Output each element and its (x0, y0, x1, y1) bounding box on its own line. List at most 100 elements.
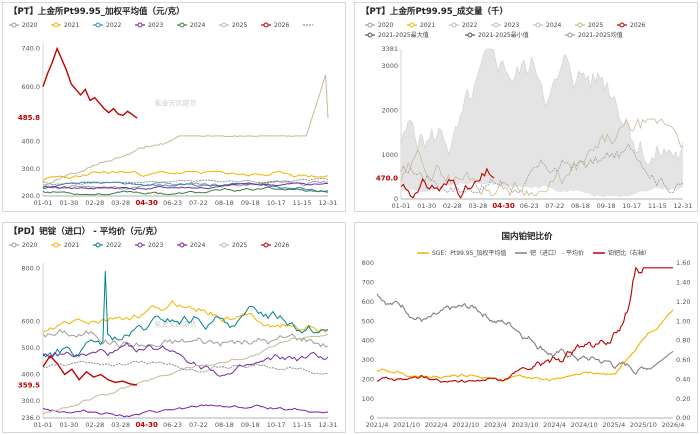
y-tick-label-left: 500 (362, 317, 374, 325)
y-tick-label-right: 1.60 (676, 259, 690, 267)
x-tick-label: 07-22 (189, 421, 208, 429)
y-tick-label-left: 600 (362, 298, 374, 306)
legend-label: 2023 (504, 22, 519, 29)
series-2026 (400, 167, 495, 199)
x-tick-label: 03-28 (468, 202, 487, 210)
y-tick-label-right: 1.40 (676, 279, 690, 287)
legend-label: 2020 (22, 242, 37, 249)
y-tick-label-right: 0.20 (676, 395, 690, 403)
y-tick-label: 400.0 (21, 138, 40, 146)
x-tick-label: 03-28 (111, 421, 130, 429)
series-2026 (42, 354, 138, 386)
x-tick-label: 12-31 (319, 421, 338, 429)
x-tick-label: 09-18 (597, 202, 616, 210)
series-2024 (42, 404, 328, 418)
pt-volume-chart: 【PT】上金所Pt99.95_成交量（千） 2020 2021 2022 2023 202… (361, 6, 692, 210)
y-tick-label-right: 0.80 (676, 337, 690, 345)
y-tick-label: 600.0 (21, 83, 40, 91)
x-tick-label: 09-18 (241, 421, 260, 429)
legend-label: 2025 (232, 242, 247, 249)
x-tick-label: 11-15 (648, 202, 667, 210)
y-tick-label: 300.0 (21, 397, 40, 405)
legend-marker (11, 22, 17, 28)
legend-label: 2020 (378, 22, 393, 29)
series-2021-2025-max (400, 48, 684, 166)
y-tick-label-right: 1.00 (676, 317, 690, 325)
y-tick-label: 600.0 (21, 318, 40, 326)
y-tick-label-right: 1.20 (676, 298, 690, 306)
y-tick-label: 740.0 (21, 45, 40, 53)
x-tick-label: 01-01 (392, 202, 411, 210)
legend-label: 2024 (190, 242, 205, 249)
legend-label: 2021 (64, 22, 79, 29)
x-tick-label: 2022/10 (452, 421, 479, 429)
legend-marker (221, 242, 227, 248)
pt-price-chart: 【PT】上金所Pt99.95_加权平均值（元/克） 2020 2021 2022 202… (9, 6, 338, 207)
y-tick-label: 200.0 (21, 192, 40, 200)
series-2025 (42, 74, 329, 186)
y-tick-label-left: 800 (362, 259, 374, 267)
series-pd-price (376, 293, 674, 376)
x-tick-label: 06-23 (520, 202, 539, 210)
series-2022 (42, 181, 329, 193)
legend-label: 2021-2025最小值 (478, 31, 529, 39)
legend-marker (95, 242, 101, 248)
y-tick-label-left: 0 (370, 414, 374, 422)
chart-title: 【PD】钯锭（进口） - 平均价（元/克） (9, 226, 162, 237)
legend-label: 2020 (22, 22, 37, 29)
y-tick-label: 236.0 (21, 414, 40, 422)
x-tick-label: 10-17 (267, 199, 286, 207)
series-2020-2025-mean (42, 177, 329, 186)
legend-label: 2022 (462, 22, 477, 29)
x-tick-label: 08-18 (215, 421, 234, 429)
legend-marker (451, 22, 457, 28)
x-tick-label: 2024/4 (543, 421, 566, 429)
legend-marker (577, 22, 583, 28)
x-tick-label: 11-15 (293, 199, 312, 207)
y-tick-label: 3381 (381, 45, 398, 53)
legend-marker (535, 22, 541, 28)
legend-marker (137, 22, 143, 28)
x-tick-label: 09-18 (241, 199, 260, 207)
legend-label: 2021-2025最大值 (378, 31, 429, 39)
legend-label: 2024 (546, 22, 561, 29)
x-tick-label: 2025/10 (630, 421, 657, 429)
x-tick-label: 04-30 (135, 421, 158, 429)
legend-marker (619, 22, 625, 28)
legend-label: 2026 (274, 22, 289, 29)
y-tick-label: 1000 (381, 151, 398, 159)
x-tick-label: 2021/10 (393, 421, 420, 429)
series-2022 (42, 270, 329, 358)
legend-label: 2026 (630, 22, 645, 29)
legend-label: SGE：Pt99.95_加权平均值 (432, 249, 506, 257)
series-2023 (42, 341, 329, 377)
legend-label: 钯（进口） - 平均价 (530, 249, 584, 257)
y-tick-label: 2000 (381, 106, 398, 114)
y-tick-label-left: 300 (362, 356, 374, 364)
legend-marker (367, 22, 373, 28)
x-tick-label: 02-28 (85, 421, 104, 429)
x-tick-label: 03-28 (111, 199, 130, 207)
x-tick-label: 2024/10 (571, 421, 598, 429)
x-tick-label: 12-31 (319, 199, 338, 207)
x-tick-label: 02-28 (443, 202, 462, 210)
legend-marker (409, 22, 415, 28)
legend-label: 铂钯比（右轴） (608, 249, 650, 257)
legend-label: 2024 (190, 22, 205, 29)
x-tick-label: 01-30 (59, 421, 78, 429)
legend-label: 2023 (148, 242, 163, 249)
y-tick-label-left: 200 (362, 375, 374, 383)
series-2021 (42, 170, 329, 181)
y-tick-label-left: 700 (362, 279, 374, 287)
x-tick-label: 01-30 (59, 199, 78, 207)
x-tick-label: 2022/4 (425, 421, 448, 429)
chart-title: 【PT】上金所Pt99.95_成交量（千） (361, 6, 508, 17)
y-tick-label-right: 0.00 (676, 414, 690, 422)
x-tick-label: 06-23 (163, 421, 182, 429)
chart-title: 【PT】上金所Pt99.95_加权平均值（元/克） (9, 6, 185, 17)
legend-marker (263, 242, 269, 248)
y-tick-label-left: 400 (362, 337, 374, 345)
max-min-band (401, 49, 683, 197)
series-2025 (42, 333, 329, 415)
x-tick-label: 01-01 (34, 421, 53, 429)
